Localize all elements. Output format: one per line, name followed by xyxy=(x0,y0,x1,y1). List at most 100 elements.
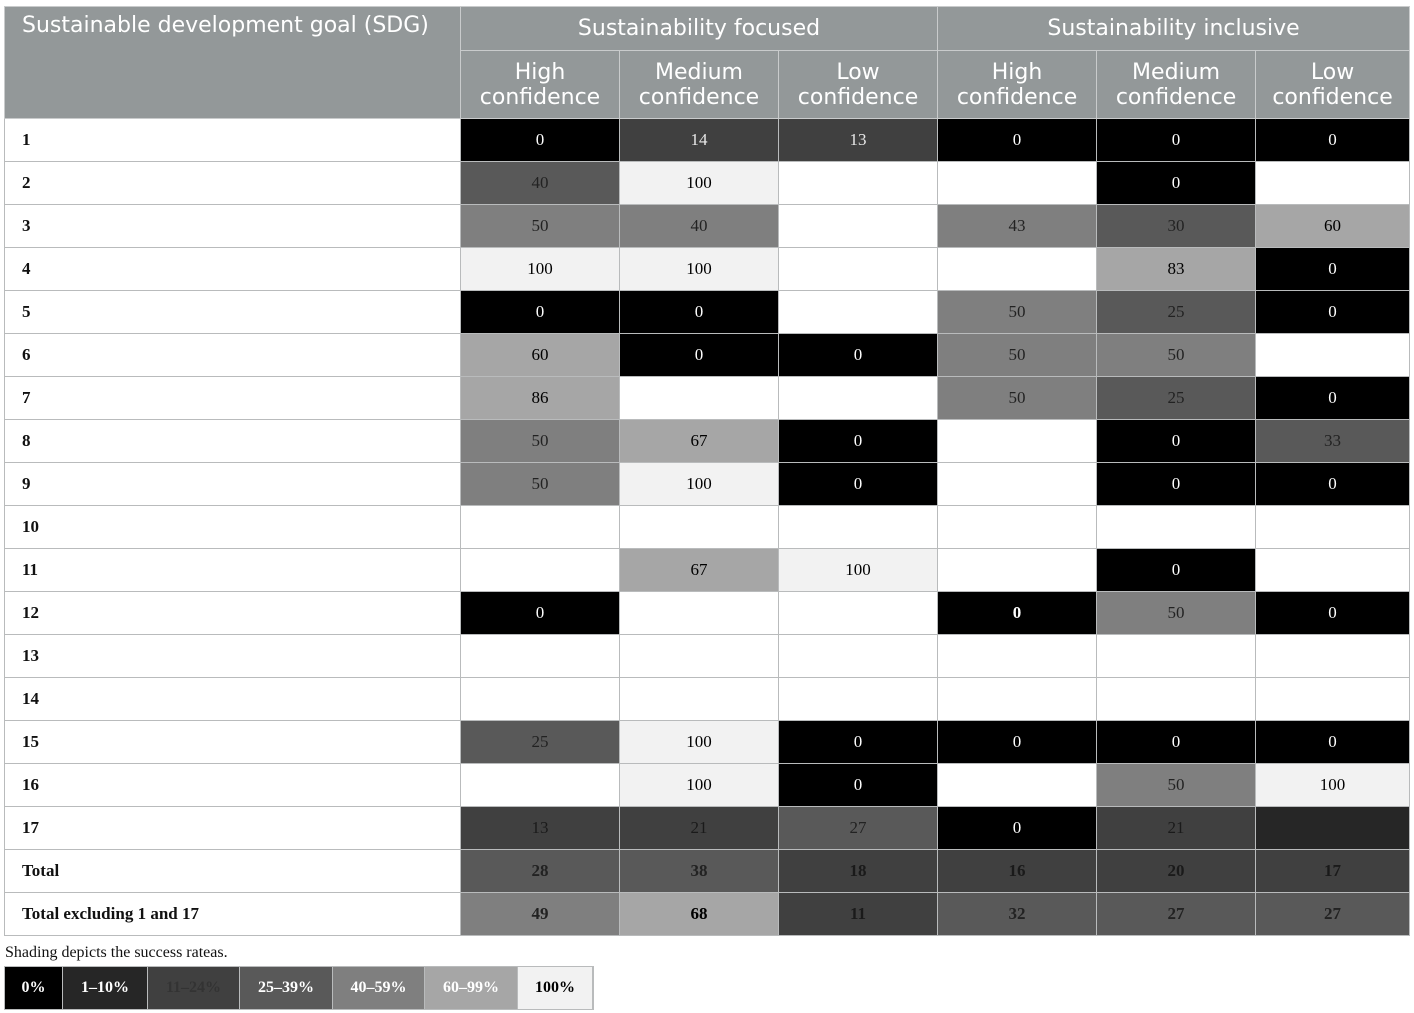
table-cell xyxy=(937,677,1098,721)
row-label: 5 xyxy=(4,290,461,334)
group-header-focused: Sustainability focused xyxy=(459,6,939,51)
row-label: 8 xyxy=(4,419,461,463)
table-row: 8 50 67 0 0 33 xyxy=(4,419,1411,463)
table-cell xyxy=(1096,505,1257,549)
table-cell xyxy=(619,634,779,678)
table-cell xyxy=(777,505,939,549)
table-cell: 43 xyxy=(937,204,1098,248)
table-cell xyxy=(777,290,939,334)
table-cell: 18 xyxy=(777,849,939,893)
table-cell: 30 xyxy=(1096,204,1257,248)
row-label: 12 xyxy=(4,591,461,635)
table-row: 5 0 0 50 25 0 xyxy=(4,290,1411,334)
legend-swatch: 25–39% xyxy=(240,967,333,1009)
table-cell: 50 xyxy=(937,376,1098,420)
row-label: 2 xyxy=(4,161,461,205)
table-cell xyxy=(460,763,620,807)
table-cell xyxy=(937,419,1098,463)
table-cell: 13 xyxy=(777,118,939,162)
table-cell xyxy=(1096,677,1257,721)
row-label: 14 xyxy=(4,677,461,721)
table-cell xyxy=(1255,333,1411,377)
sdg-column-header: Sustainable development goal (SDG) xyxy=(4,6,461,119)
subheader-high-confidence: High confidence xyxy=(937,50,1098,119)
row-label: 17 xyxy=(4,806,461,850)
row-label: 9 xyxy=(4,462,461,506)
table-cell: 0 xyxy=(1255,118,1411,162)
table-cell xyxy=(460,677,620,721)
table-cell xyxy=(937,634,1098,678)
row-label: Total excluding 1 and 17 xyxy=(4,892,461,936)
table-cell: 50 xyxy=(1096,333,1257,377)
table-cell: 50 xyxy=(460,204,620,248)
table-row: 15 25 100 0 0 0 0 xyxy=(4,720,1411,764)
table-cell: 13 xyxy=(460,806,620,850)
table-cell: 0 xyxy=(1255,376,1411,420)
legend-swatch: 100% xyxy=(518,967,593,1009)
table-row: 10 xyxy=(4,505,1411,549)
table-cell: 40 xyxy=(619,204,779,248)
legend-swatch: 1–10% xyxy=(63,967,148,1009)
table-cell xyxy=(460,548,620,592)
table-cell: 32 xyxy=(937,892,1098,936)
row-label: 7 xyxy=(4,376,461,420)
table-cell xyxy=(1255,161,1411,205)
legend-swatch: 40–59% xyxy=(333,967,425,1009)
table-cell xyxy=(619,677,779,721)
table-cell: 0 xyxy=(937,118,1098,162)
subheader-medium-confidence: Medium confidence xyxy=(619,50,779,119)
table-row: 6 60 0 0 50 50 xyxy=(4,333,1411,377)
table-row: 13 xyxy=(4,634,1411,678)
table-row: Total 28 38 18 16 20 17 xyxy=(4,849,1411,893)
table-cell xyxy=(937,161,1098,205)
table-cell: 14 xyxy=(619,118,779,162)
table-cell: 11 xyxy=(777,892,939,936)
table-cell: 0 xyxy=(1255,247,1411,291)
table-cell: 0 xyxy=(1255,720,1411,764)
table-cell: 100 xyxy=(619,462,779,506)
table-cell xyxy=(1255,548,1411,592)
table-cell: 27 xyxy=(1255,892,1411,936)
table-cell: 86 xyxy=(460,376,620,420)
table-row: 14 xyxy=(4,677,1411,721)
table-row: 2 40 100 0 xyxy=(4,161,1411,205)
table-cell: 0 xyxy=(1255,290,1411,334)
table-cell xyxy=(1255,505,1411,549)
table-cell: 0 xyxy=(1096,720,1257,764)
table-row: 4 100 100 83 0 xyxy=(4,247,1411,291)
table-cell: 0 xyxy=(619,290,779,334)
table-cell: 100 xyxy=(460,247,620,291)
table-row: 3 50 40 43 30 60 xyxy=(4,204,1411,248)
table-cell: 25 xyxy=(1096,290,1257,334)
table-cell xyxy=(1096,634,1257,678)
table-cell xyxy=(1255,634,1411,678)
row-label: Total xyxy=(4,849,461,893)
table-cell: 50 xyxy=(937,333,1098,377)
table-cell: 0 xyxy=(777,462,939,506)
table-row: 9 50 100 0 0 0 xyxy=(4,462,1411,506)
table-cell: 50 xyxy=(460,462,620,506)
table-cell: 0 xyxy=(937,806,1098,850)
legend-swatch: 0% xyxy=(5,967,63,1009)
table-cell: 27 xyxy=(1096,892,1257,936)
table-cell: 21 xyxy=(619,806,779,850)
shading-legend: 0% 1–10% 11–24% 25–39% 40–59% 60–99% 100% xyxy=(4,966,594,1010)
table-cell: 0 xyxy=(1255,462,1411,506)
row-label: 4 xyxy=(4,247,461,291)
subheader-medium-confidence: Medium confidence xyxy=(1096,50,1257,119)
row-label: 6 xyxy=(4,333,461,377)
table-cell: 16 xyxy=(937,849,1098,893)
table-cell xyxy=(777,161,939,205)
table-cell: 50 xyxy=(937,290,1098,334)
table-cell: 0 xyxy=(777,333,939,377)
row-label: 1 xyxy=(4,118,461,162)
table-row: 16 100 0 50 100 xyxy=(4,763,1411,807)
table-cell xyxy=(1255,677,1411,721)
table-cell: 25 xyxy=(1096,376,1257,420)
table-cell: 0 xyxy=(937,591,1098,635)
table-cell: 0 xyxy=(937,720,1098,764)
table-cell: 50 xyxy=(1096,591,1257,635)
table-cell xyxy=(777,204,939,248)
table-cell: 17 xyxy=(1255,849,1411,893)
table-cell xyxy=(777,677,939,721)
